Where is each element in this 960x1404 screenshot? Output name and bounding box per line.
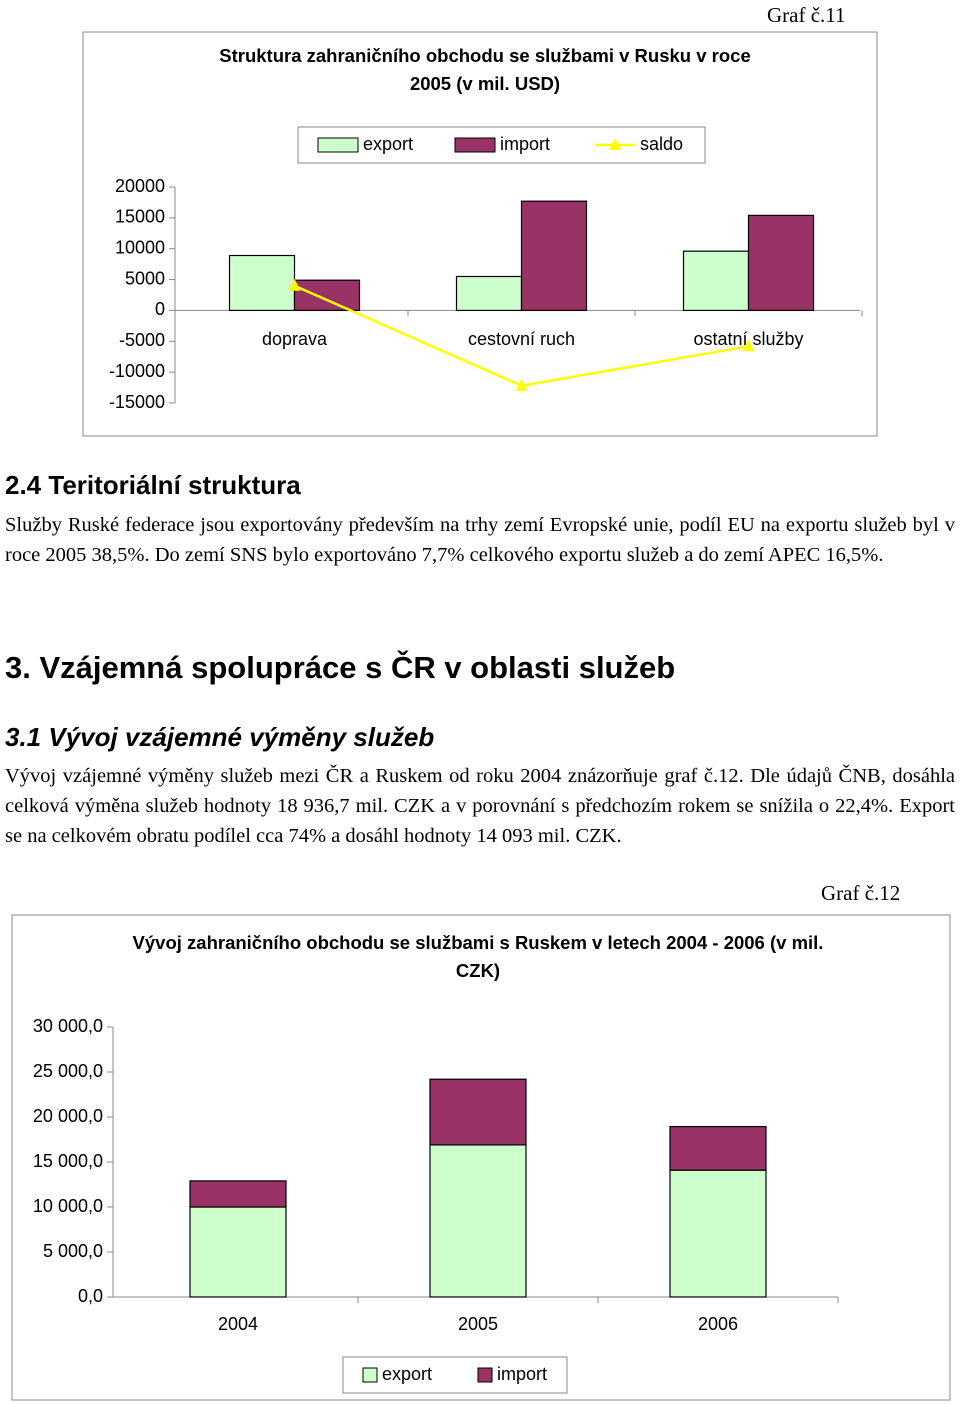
bar bbox=[747, 214, 815, 312]
y-tick-label: 30 000,0 bbox=[33, 1016, 103, 1036]
y-tick-label: 15 000,0 bbox=[33, 1151, 103, 1171]
legend-swatch bbox=[362, 1367, 378, 1383]
heading: 3. Vzájemná spolupráce s ČR v oblasti sl… bbox=[5, 650, 676, 685]
y-tick-label: -10000 bbox=[109, 361, 165, 381]
bar bbox=[682, 250, 750, 312]
legend-swatch bbox=[477, 1367, 493, 1383]
x-tick-label: ostatní služby bbox=[693, 329, 803, 349]
y-tick-label: -5000 bbox=[119, 330, 165, 350]
legend-swatch bbox=[317, 137, 359, 153]
x-tick-label: 2004 bbox=[218, 1314, 258, 1334]
legend-label: export bbox=[382, 1364, 432, 1384]
bar-segment bbox=[189, 1180, 287, 1208]
legend-label: import bbox=[500, 134, 550, 154]
paragraph: Služby Ruské federace jsou exportovány p… bbox=[5, 514, 955, 566]
bar-segment bbox=[189, 1206, 287, 1298]
bar bbox=[455, 275, 523, 312]
bar-segment bbox=[429, 1078, 527, 1146]
x-tick-label: cestovní ruch bbox=[468, 329, 575, 349]
heading: 2.4 Teritoriální struktura bbox=[5, 470, 301, 500]
heading: 3.1 Vývoj vzájemné výměny služeb bbox=[5, 722, 435, 752]
legend-label: export bbox=[363, 134, 413, 154]
chart-title: Vývoj zahraničního obchodu se službami s… bbox=[132, 932, 824, 981]
y-tick-label: 5 000,0 bbox=[43, 1241, 103, 1261]
bar bbox=[228, 254, 296, 312]
bar bbox=[293, 279, 361, 312]
figure-label: Graf č.12 bbox=[821, 881, 901, 905]
bar-segment bbox=[669, 1169, 767, 1298]
bar-segment bbox=[669, 1125, 767, 1171]
line-marker bbox=[742, 339, 755, 352]
line-marker bbox=[515, 378, 528, 391]
y-tick-label: 10 000,0 bbox=[33, 1196, 103, 1216]
line-marker bbox=[288, 278, 301, 291]
y-tick-label: 0 bbox=[155, 299, 165, 319]
legend-label: saldo bbox=[640, 134, 683, 154]
x-tick-label: doprava bbox=[262, 329, 328, 349]
chart-title: Struktura zahraničního obchodu se služba… bbox=[219, 45, 751, 94]
y-tick-label: 5000 bbox=[125, 268, 165, 288]
y-tick-label: 10000 bbox=[115, 237, 165, 257]
legend-label: import bbox=[497, 1364, 547, 1384]
y-tick-label: -15000 bbox=[109, 392, 165, 412]
y-tick-label: 25 000,0 bbox=[33, 1061, 103, 1081]
y-tick-label: 20 000,0 bbox=[33, 1106, 103, 1126]
legend-swatch bbox=[609, 138, 621, 150]
legend-box bbox=[342, 1356, 568, 1394]
y-tick-label: 15000 bbox=[115, 207, 165, 227]
legend-box bbox=[297, 126, 706, 164]
bar bbox=[520, 200, 588, 312]
x-tick-label: 2006 bbox=[698, 1314, 738, 1334]
legend-swatch bbox=[454, 137, 496, 153]
paragraph: Vývoj vzájemné výměny služeb mezi ČR a R… bbox=[5, 765, 955, 847]
y-tick-label: 0,0 bbox=[78, 1286, 103, 1306]
bar-segment bbox=[429, 1144, 527, 1298]
figure-label: Graf č.11 bbox=[767, 3, 846, 27]
x-tick-label: 2005 bbox=[458, 1314, 498, 1334]
y-tick-label: 20000 bbox=[115, 176, 165, 196]
